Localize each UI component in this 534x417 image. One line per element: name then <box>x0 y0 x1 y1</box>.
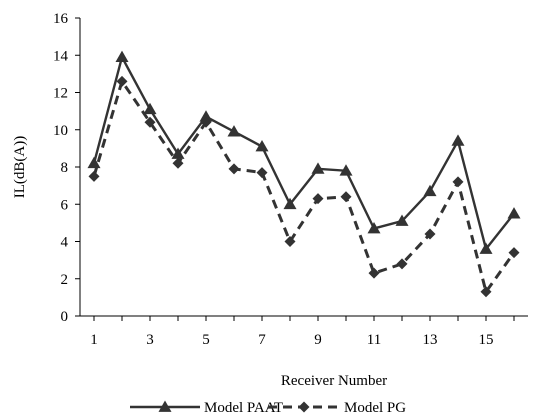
x-tick-label: 11 <box>367 332 381 348</box>
data-point-model-pg <box>228 163 240 175</box>
y-tick-label: 4 <box>61 235 69 251</box>
legend-item-model-paat: Model PAAT <box>130 400 283 416</box>
series-model-pg <box>88 75 520 298</box>
data-point-model-pg <box>172 157 184 169</box>
x-tick-label: 3 <box>146 332 154 348</box>
data-point-model-pg <box>452 176 464 188</box>
y-tick-label: 10 <box>53 123 68 139</box>
data-point-model-paat <box>227 125 241 137</box>
x-tick-label: 7 <box>258 332 266 348</box>
data-point-model-paat <box>255 140 269 152</box>
y-tick-label: 8 <box>61 160 69 176</box>
data-point-model-pg <box>424 228 436 240</box>
legend-label: Model PG <box>344 400 406 416</box>
x-axis-title: Receiver Number <box>281 373 387 389</box>
legend: Model PAAT Model PG <box>130 400 406 416</box>
legend-swatch-marker <box>158 400 172 412</box>
data-point-model-paat <box>143 102 157 115</box>
data-point-model-paat <box>199 110 213 122</box>
data-point-model-paat <box>395 214 409 226</box>
y-tick-label: 14 <box>53 48 69 64</box>
data-point-model-pg <box>312 193 324 205</box>
data-point-model-pg <box>144 116 156 128</box>
data-point-model-pg <box>200 116 212 128</box>
data-point-model-pg <box>340 191 352 203</box>
data-point-model-paat <box>87 156 101 169</box>
data-point-model-paat <box>367 221 381 234</box>
data-point-model-pg <box>396 258 408 270</box>
x-ticks: 1 3 5 7 9 11 13 15 <box>90 316 515 348</box>
data-point-model-paat <box>479 242 493 254</box>
data-point-model-paat <box>311 162 325 174</box>
y-ticks: 0 2 4 6 8 10 12 14 16 <box>53 11 80 325</box>
series-model-paat <box>87 50 521 254</box>
x-tick-label: 1 <box>90 332 98 348</box>
data-point-model-pg <box>480 286 492 298</box>
data-point-model-pg <box>284 236 296 247</box>
data-point-model-paat <box>423 184 437 197</box>
y-axis-title: IL(dB(A)) <box>12 136 28 198</box>
legend-swatch-marker <box>298 401 310 413</box>
data-point-model-paat <box>339 164 353 176</box>
x-tick-label: 15 <box>479 332 494 348</box>
y-tick-label: 0 <box>61 309 69 325</box>
y-tick-label: 6 <box>61 197 69 213</box>
data-point-model-paat <box>451 134 465 146</box>
y-tick-label: 12 <box>53 86 68 102</box>
data-point-model-pg <box>368 267 380 279</box>
y-tick-label: 16 <box>53 11 69 27</box>
data-point-model-paat <box>507 207 521 219</box>
x-tick-label: 5 <box>202 332 210 348</box>
series-layer <box>87 50 521 298</box>
x-tick-label: 9 <box>314 332 322 348</box>
data-point-model-pg <box>508 247 520 259</box>
legend-label: Model PAAT <box>204 400 283 416</box>
data-point-model-pg <box>116 75 128 87</box>
x-tick-label: 13 <box>423 332 438 348</box>
legend-item-model-pg: Model PG <box>268 400 406 416</box>
y-tick-label: 2 <box>61 272 69 288</box>
series-line-model-paat <box>92 53 515 252</box>
data-point-model-paat <box>283 197 297 210</box>
data-point-model-paat <box>115 50 129 62</box>
series-line-model-pg <box>92 77 516 296</box>
data-point-model-pg <box>88 170 100 182</box>
data-point-model-paat <box>171 147 185 159</box>
data-point-model-pg <box>256 167 268 179</box>
